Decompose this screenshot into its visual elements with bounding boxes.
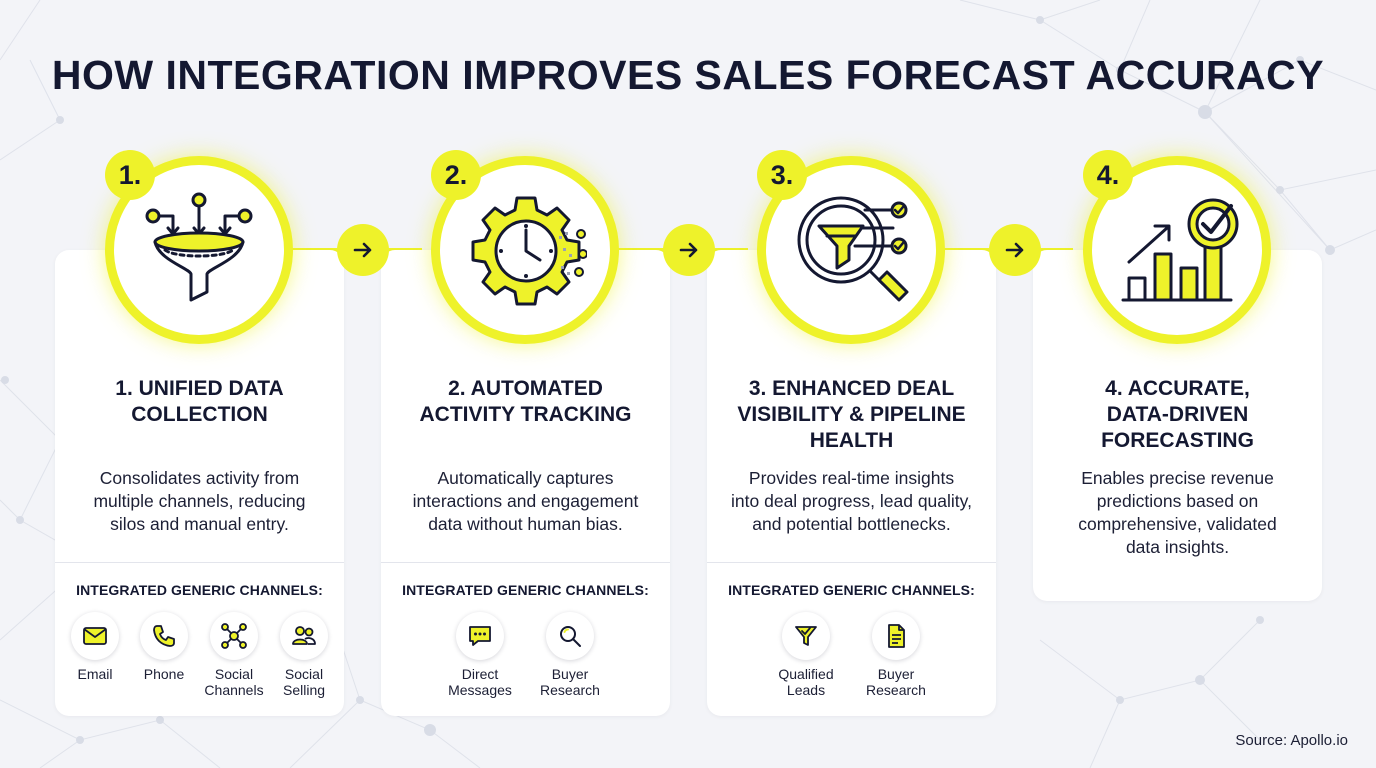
step-4-title: 4. ACCURATE, DATA-DRIVEN FORECASTING bbox=[1101, 377, 1254, 452]
people-icon bbox=[280, 612, 328, 660]
card-divider bbox=[381, 562, 670, 563]
arrow-right-icon bbox=[663, 224, 715, 276]
card-divider bbox=[55, 562, 344, 563]
channel-phone: Phone bbox=[124, 612, 204, 682]
step-number-2: 2. bbox=[431, 150, 481, 200]
envelope-icon bbox=[71, 612, 119, 660]
channel-social-channels: Social Channels bbox=[194, 612, 274, 698]
channels-heading: INTEGRATED GENERIC CHANNELS: bbox=[728, 582, 975, 598]
step-2-title: 2. AUTOMATED ACTIVITY TRACKING bbox=[419, 377, 632, 426]
channel-buyer-research: Buyer Research bbox=[530, 612, 610, 698]
step-1-description: Consolidates activity from multiple chan… bbox=[93, 468, 306, 534]
channel-buyer-research: Buyer Research bbox=[856, 612, 936, 698]
bar-chart-target-icon bbox=[1121, 198, 1239, 302]
step-3-description: Provides real-time insights into deal pr… bbox=[731, 468, 972, 534]
channel-email: Email bbox=[55, 612, 135, 682]
chat-bubble-icon bbox=[456, 612, 504, 660]
page-title: HOW INTEGRATION IMPROVES SALES FORECAST … bbox=[51, 52, 1325, 98]
channels-heading: INTEGRATED GENERIC CHANNELS: bbox=[76, 582, 323, 598]
arrow-right-icon bbox=[337, 224, 389, 276]
magnifier-icon bbox=[546, 612, 594, 660]
card-divider bbox=[707, 562, 996, 563]
step-4-description: Enables precise revenue predictions base… bbox=[1078, 468, 1277, 557]
funnel-check-icon bbox=[782, 612, 830, 660]
arrow-right-icon bbox=[989, 224, 1041, 276]
step-1-title: 1. UNIFIED DATA COLLECTION bbox=[115, 377, 284, 426]
magnifier-funnel-icon bbox=[797, 196, 909, 302]
channel-qualified-leads: Qualified Leads bbox=[766, 612, 846, 698]
funnel-merge-icon bbox=[145, 192, 253, 302]
step-2-description: Automatically captures interactions and … bbox=[412, 468, 639, 534]
phone-icon bbox=[140, 612, 188, 660]
step-number-3: 3. bbox=[757, 150, 807, 200]
document-icon bbox=[872, 612, 920, 660]
step-number-1: 1. bbox=[105, 150, 155, 200]
channel-direct-messages: Direct Messages bbox=[440, 612, 520, 698]
network-icon bbox=[210, 612, 258, 660]
step-number-4: 4. bbox=[1083, 150, 1133, 200]
channel-social-selling: Social Selling bbox=[264, 612, 344, 698]
source-credit: Source: Apollo.io bbox=[1235, 732, 1348, 749]
step-3-title: 3. ENHANCED DEAL VISIBILITY & PIPELINE H… bbox=[737, 377, 966, 452]
channels-heading: INTEGRATED GENERIC CHANNELS: bbox=[402, 582, 649, 598]
gear-clock-icon bbox=[471, 196, 587, 306]
